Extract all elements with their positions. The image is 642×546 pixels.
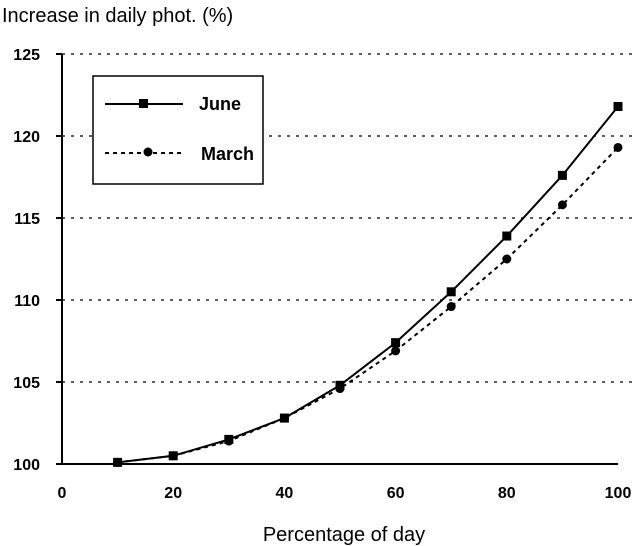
series-lines bbox=[113, 101, 623, 467]
y-tick-label-120: 120 bbox=[13, 129, 40, 146]
point-march-80 bbox=[502, 254, 512, 264]
point-june-100 bbox=[613, 101, 623, 111]
point-march-40 bbox=[279, 413, 289, 423]
point-march-20 bbox=[168, 451, 178, 461]
point-june-80 bbox=[502, 231, 512, 241]
point-march-60 bbox=[391, 346, 401, 356]
point-march-90 bbox=[557, 200, 567, 210]
x-tick-label-20: 20 bbox=[164, 485, 182, 502]
x-axis-title: Percentage of day bbox=[263, 524, 425, 546]
x-tick-label-100: 100 bbox=[605, 485, 632, 502]
x-tick-label-60: 60 bbox=[387, 485, 405, 502]
series-line-june bbox=[117, 105, 619, 464]
point-june-70 bbox=[446, 287, 456, 297]
point-march-70 bbox=[446, 302, 456, 312]
y-tick-label-110: 110 bbox=[14, 293, 40, 310]
legend-marker-march bbox=[143, 147, 153, 157]
point-march-100 bbox=[613, 142, 623, 152]
y-tick-label-100: 100 bbox=[13, 457, 40, 474]
tick-labels: 100 105 110 115 120 125 0 20 40 60 80 100 bbox=[13, 47, 631, 502]
legend-box bbox=[92, 75, 264, 185]
legend-label-march: March bbox=[201, 144, 254, 164]
point-june-60 bbox=[391, 338, 401, 348]
x-tick-label-80: 80 bbox=[498, 485, 516, 502]
legend: June March bbox=[92, 75, 264, 185]
point-march-10 bbox=[113, 457, 123, 467]
y-axis-title: Increase in daily phot. (%) bbox=[2, 5, 233, 27]
x-tick-label-40: 40 bbox=[276, 485, 294, 502]
series-line-march bbox=[117, 146, 619, 464]
y-tick-label-105: 105 bbox=[13, 375, 40, 392]
legend-label-june: June bbox=[199, 94, 241, 114]
gridlines bbox=[62, 53, 636, 383]
legend-marker-june bbox=[139, 99, 148, 108]
y-tick-label-125: 125 bbox=[13, 47, 40, 64]
point-march-50 bbox=[335, 384, 345, 394]
x-tick-label-0: 0 bbox=[58, 485, 67, 502]
point-march-30 bbox=[224, 436, 234, 446]
point-june-90 bbox=[557, 170, 567, 180]
y-tick-label-115: 115 bbox=[14, 211, 40, 228]
axes bbox=[56, 53, 618, 465]
